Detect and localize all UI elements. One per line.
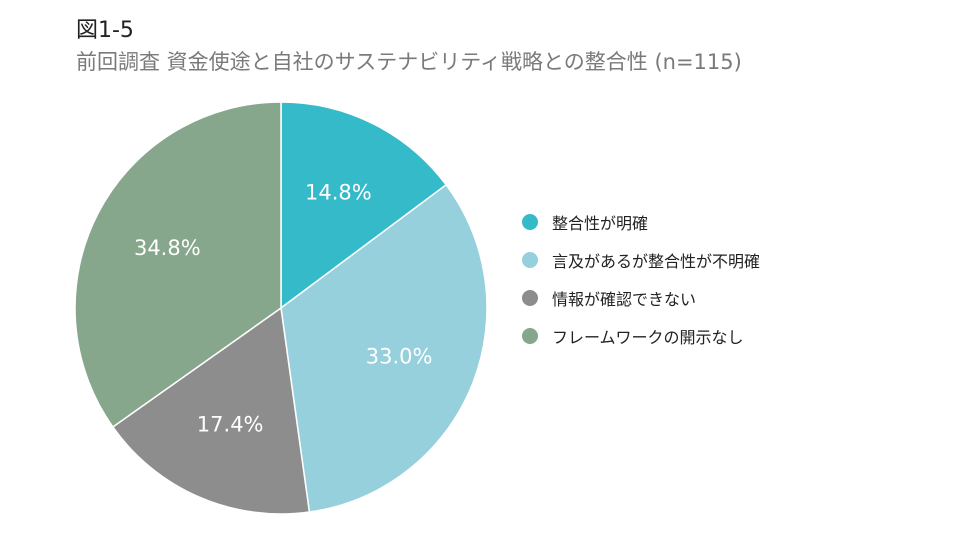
- pie-slice-3: [111, 306, 311, 515]
- pie-slice-label-3: 17.4%: [197, 412, 264, 436]
- legend-item-2: 言及があるが整合性が不明確: [522, 241, 760, 279]
- figure-label: 図1-5: [76, 18, 134, 43]
- chart-legend: 整合性が明確言及があるが整合性が不明確 情報が確認できないフレームワークの開示なし: [522, 203, 760, 355]
- legend-swatch: [522, 290, 538, 306]
- pie-slice-label-4: 34.8%: [134, 236, 201, 260]
- legend-item-3: 情報が確認できない: [522, 279, 760, 317]
- legend-swatch: [522, 252, 538, 268]
- legend-label: 情報が確認できない: [552, 290, 697, 309]
- legend-swatch: [522, 328, 538, 344]
- legend-label: フレームワークの開示なし: [552, 328, 744, 347]
- pie-slice-1: [280, 101, 448, 310]
- legend-item-4: フレームワークの開示なし: [522, 317, 760, 355]
- legend-label: 言及があるが整合性が不明確: [552, 252, 761, 271]
- legend-item-1: 整合性が明確: [522, 203, 760, 241]
- legend-label: 整合性が明確: [552, 214, 649, 233]
- pie-slice-2: [280, 183, 488, 513]
- pie-slice-4: [74, 101, 282, 429]
- pie-slices: [74, 101, 488, 515]
- pie-slice-labels: 14.8% 33.0% 17.4% 34.8%: [134, 181, 433, 437]
- pie-slice-label-1: 14.8%: [305, 181, 372, 205]
- chart-title: 前回調査 資金使途と自社のサステナビリティ戦略との整合性 (n=115): [76, 50, 742, 74]
- pie-slice-label-2: 33.0%: [366, 344, 433, 368]
- legend-swatch: [522, 214, 538, 230]
